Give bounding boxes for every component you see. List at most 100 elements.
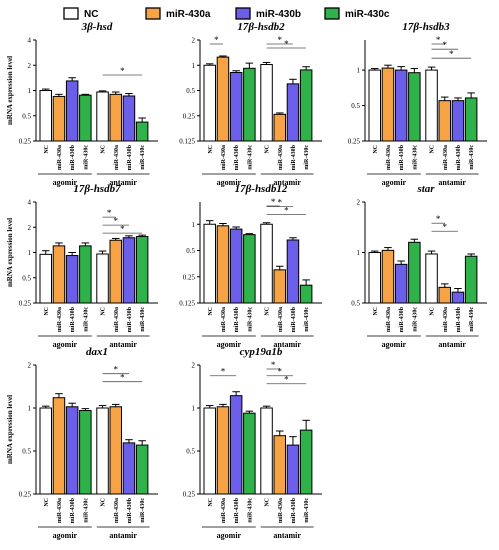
significance-mark: *	[214, 35, 219, 45]
chart-title: 17β-hsdb2	[237, 21, 285, 33]
category-label: NC	[430, 145, 436, 154]
group-label: agomir	[217, 178, 242, 187]
bar	[425, 69, 438, 142]
significance-mark: *	[278, 367, 283, 377]
chart-title: 17β-hsdb3	[402, 21, 450, 33]
bar	[243, 234, 256, 304]
chart-panel: 17β-hsdb2 0.125 0.25 0.5 1 2 NC miR-430a miR-430…	[179, 21, 322, 187]
chart-panel: 17β-hsdb3 0.25 0.5 1 NC miR-430a miR-430b miR-4…	[348, 21, 487, 187]
group-label: antamir	[109, 531, 137, 540]
bar	[286, 83, 300, 142]
group-label: agomir	[382, 178, 407, 187]
category-label: miR-430c	[412, 307, 418, 332]
y-axis-label: mRNA expression level	[6, 395, 14, 464]
group-label: agomir	[53, 531, 78, 540]
category-label: NC	[101, 307, 107, 316]
bar	[79, 245, 92, 304]
category-label: miR-430a	[278, 145, 284, 170]
category-label: NC	[101, 498, 107, 507]
bar	[216, 56, 230, 142]
category-label: miR-430b	[291, 306, 297, 332]
category-label: miR-430b	[456, 144, 462, 170]
category-label: miR-430a	[114, 498, 120, 523]
bar	[96, 91, 109, 142]
chart-title: 17β-hsdb12	[235, 183, 288, 195]
significance-mark: *	[449, 49, 454, 59]
significance-mark: *	[271, 197, 276, 207]
y-tick-label: 0.5	[351, 102, 360, 110]
bar	[109, 239, 122, 304]
bar	[299, 429, 313, 495]
category-label: miR-430b	[399, 306, 405, 332]
y-tick-label: 0.5	[186, 87, 195, 95]
bar	[79, 410, 92, 495]
category-label: miR-430a	[221, 307, 227, 332]
y-tick-label: 1	[192, 221, 196, 229]
category-label: miR-430b	[127, 497, 133, 523]
category-label: miR-430c	[412, 145, 418, 170]
legend-item: miR-430c	[324, 7, 390, 20]
bar	[451, 291, 465, 304]
category-label: miR-430b	[70, 306, 76, 332]
category-label: miR-430c	[247, 498, 253, 523]
significance-mark: *	[284, 375, 289, 385]
category-label: NC	[44, 145, 50, 154]
chart-panel: 17β-hsdb12 0.125 0.25 0.5 1 NC miR-430a miR-430…	[179, 183, 322, 349]
group-label: agomir	[217, 531, 242, 540]
group-label: antamir	[273, 340, 301, 349]
significance-mark: *	[114, 216, 119, 226]
category-label: miR-430a	[57, 307, 63, 332]
legend-label: miR-430a	[166, 9, 211, 20]
bar	[451, 100, 465, 142]
bar	[229, 228, 243, 304]
bar	[408, 241, 421, 304]
bar	[109, 406, 122, 495]
category-label: NC	[265, 145, 271, 154]
bar	[39, 253, 52, 304]
bar	[273, 435, 286, 495]
category-label: miR-430a	[443, 307, 449, 332]
y-tick-label: 0.25	[348, 138, 361, 146]
bar	[299, 284, 313, 304]
chart-title: dax1	[86, 346, 108, 358]
significance-mark: *	[120, 224, 125, 234]
y-tick-label: 0.5	[22, 274, 31, 282]
category-label: miR-430c	[140, 498, 146, 523]
y-axis-label: mRNA expression level	[6, 218, 14, 287]
bar	[203, 407, 216, 495]
bar	[408, 72, 421, 142]
significance-mark: *	[120, 66, 125, 76]
bar	[109, 93, 122, 142]
category-label: miR-430c	[247, 145, 253, 170]
category-label: miR-430a	[114, 307, 120, 332]
y-tick-label: 0.25	[183, 273, 196, 281]
significance-mark: *	[114, 365, 119, 375]
bar	[438, 286, 451, 304]
bar	[65, 80, 79, 142]
category-label: miR-430c	[469, 145, 475, 170]
bar	[135, 236, 149, 304]
y-tick-label: 4	[28, 199, 32, 207]
significance-mark: *	[436, 214, 441, 224]
bar	[96, 253, 109, 304]
bar	[260, 64, 273, 142]
y-tick-label: 0.5	[22, 448, 31, 456]
y-axis-label: mRNA expression level	[6, 56, 14, 125]
category-label: miR-430c	[469, 307, 475, 332]
group-label: antamir	[438, 178, 466, 187]
legend-swatch	[63, 7, 79, 20]
y-tick-label: 1	[28, 87, 32, 95]
bar	[96, 407, 109, 495]
bar	[229, 395, 243, 495]
bar	[52, 245, 66, 304]
y-tick-label: 0.5	[186, 448, 195, 456]
category-label: NC	[208, 498, 214, 507]
category-label: miR-430a	[221, 498, 227, 523]
category-label: miR-430b	[127, 306, 133, 332]
bar	[438, 100, 451, 142]
chart-title: star	[416, 183, 435, 195]
category-label: miR-430b	[291, 144, 297, 170]
group-label: agomir	[53, 178, 78, 187]
y-tick-label: 2	[28, 62, 32, 70]
bar	[216, 225, 230, 304]
